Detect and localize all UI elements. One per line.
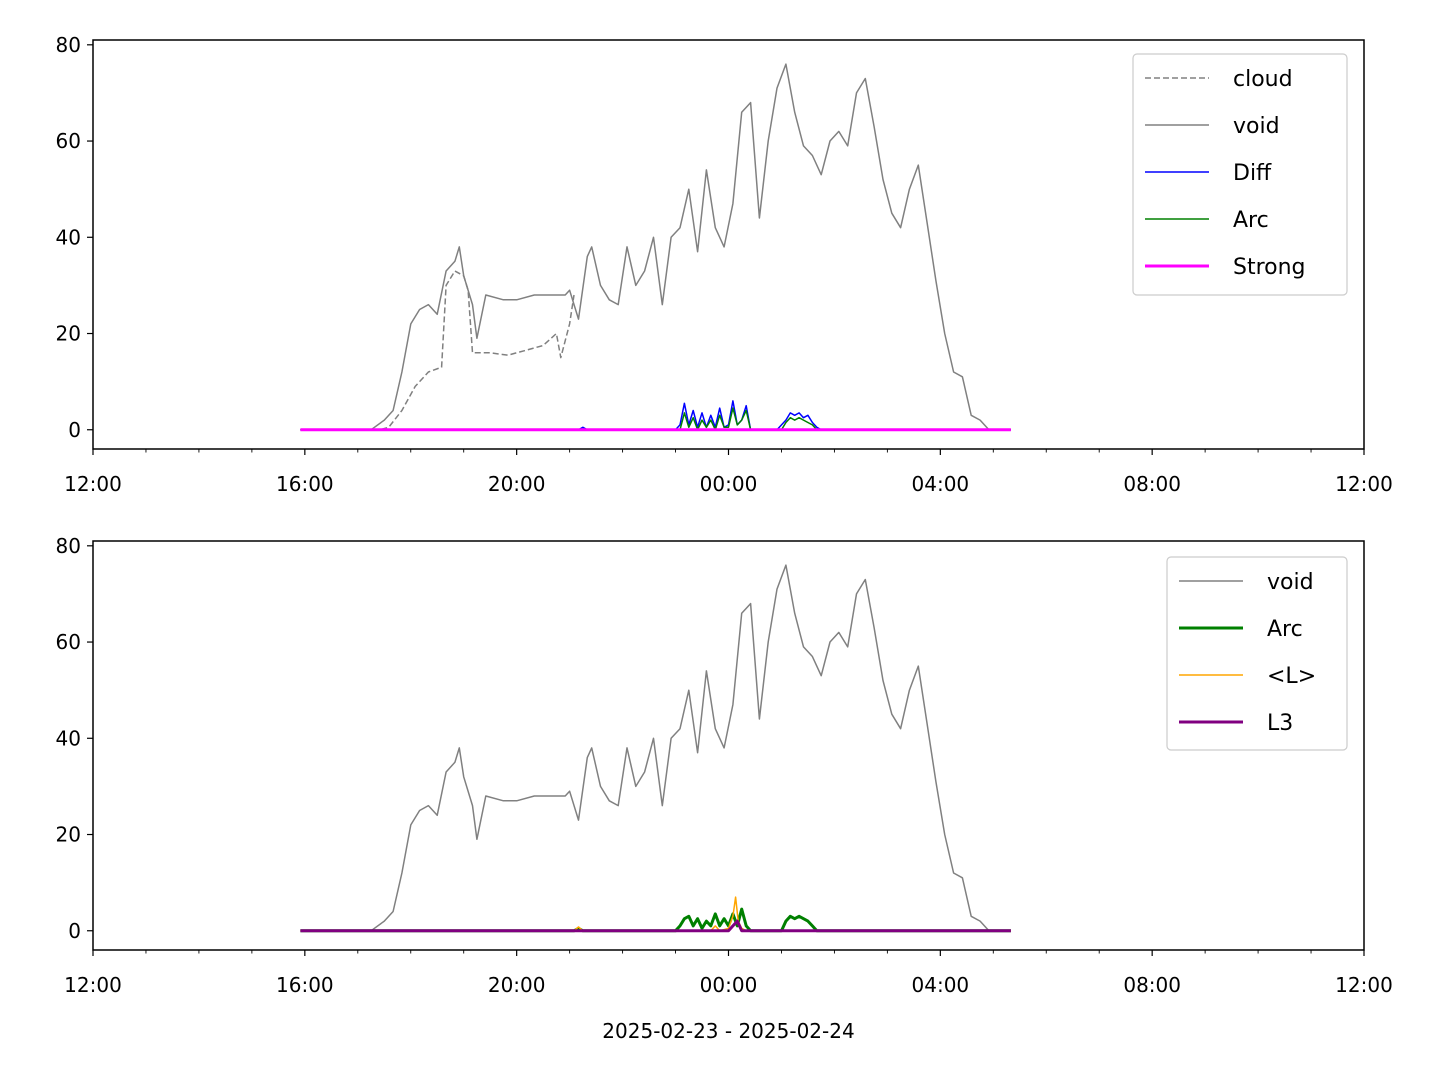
x-tick-label: 20:00 bbox=[488, 973, 546, 997]
chart-panel-2: 0 20 40 60 80 12:00 16:00 20:00 00:00 04:00 08:00 1… bbox=[56, 534, 1393, 1043]
legend-label: void bbox=[1233, 114, 1280, 139]
legend: cloud void Diff Arc Strong bbox=[1132, 53, 1348, 296]
legend-box bbox=[1132, 53, 1348, 296]
series-line-cloud bbox=[300, 270, 575, 431]
series-line-arc bbox=[300, 907, 1011, 933]
series-line-diff bbox=[300, 400, 1011, 431]
x-tick-label: 00:00 bbox=[700, 472, 758, 496]
y-tick-label: 80 bbox=[56, 534, 81, 558]
series-line-void bbox=[300, 63, 1011, 431]
legend-label: void bbox=[1267, 570, 1314, 595]
legend-label: Arc bbox=[1267, 617, 1303, 642]
x-tick-label: 12:00 bbox=[64, 973, 122, 997]
legend: void Arc <L> L3 bbox=[1166, 556, 1348, 751]
y-tick-label: 0 bbox=[68, 919, 81, 943]
x-axis-label: 2025-02-23 - 2025-02-24 bbox=[602, 1019, 854, 1043]
y-tick-label: 0 bbox=[68, 418, 81, 442]
chart-panel-1: 0 20 40 60 80 12:00 16:00 20:00 00:00 04:00 08:00 1… bbox=[56, 33, 1393, 496]
x-tick-label: 00:00 bbox=[700, 973, 758, 997]
x-tick-label: 16:00 bbox=[276, 472, 334, 496]
x-tick-label: 12:00 bbox=[1335, 472, 1393, 496]
x-tick-label: 12:00 bbox=[1335, 973, 1393, 997]
x-tick-label: 04:00 bbox=[912, 973, 970, 997]
legend-label: <L> bbox=[1267, 664, 1316, 689]
series-line-void bbox=[300, 564, 1011, 932]
x-tick-label: 20:00 bbox=[488, 472, 546, 496]
x-tick-label: 12:00 bbox=[64, 472, 122, 496]
x-tick-label: 04:00 bbox=[912, 472, 970, 496]
legend-label: Diff bbox=[1233, 161, 1272, 186]
legend-label: L3 bbox=[1267, 711, 1293, 736]
series-line-l3 bbox=[300, 919, 1011, 933]
legend-label: cloud bbox=[1233, 67, 1293, 92]
x-tick-label: 08:00 bbox=[1123, 973, 1181, 997]
y-tick-label: 40 bbox=[56, 225, 81, 249]
series-line-l bbox=[300, 896, 1011, 932]
x-tick-label: 08:00 bbox=[1123, 472, 1181, 496]
y-tick-label: 60 bbox=[56, 129, 81, 153]
x-tick-label: 16:00 bbox=[276, 973, 334, 997]
y-tick-label: 20 bbox=[56, 823, 81, 847]
y-tick-label: 80 bbox=[56, 33, 81, 57]
y-tick-label: 40 bbox=[56, 726, 81, 750]
y-tick-label: 60 bbox=[56, 630, 81, 654]
series-line-arc bbox=[300, 407, 1011, 431]
legend-label: Arc bbox=[1233, 208, 1269, 233]
legend-box bbox=[1166, 556, 1348, 751]
y-tick-label: 20 bbox=[56, 322, 81, 346]
legend-label: Strong bbox=[1233, 255, 1306, 280]
